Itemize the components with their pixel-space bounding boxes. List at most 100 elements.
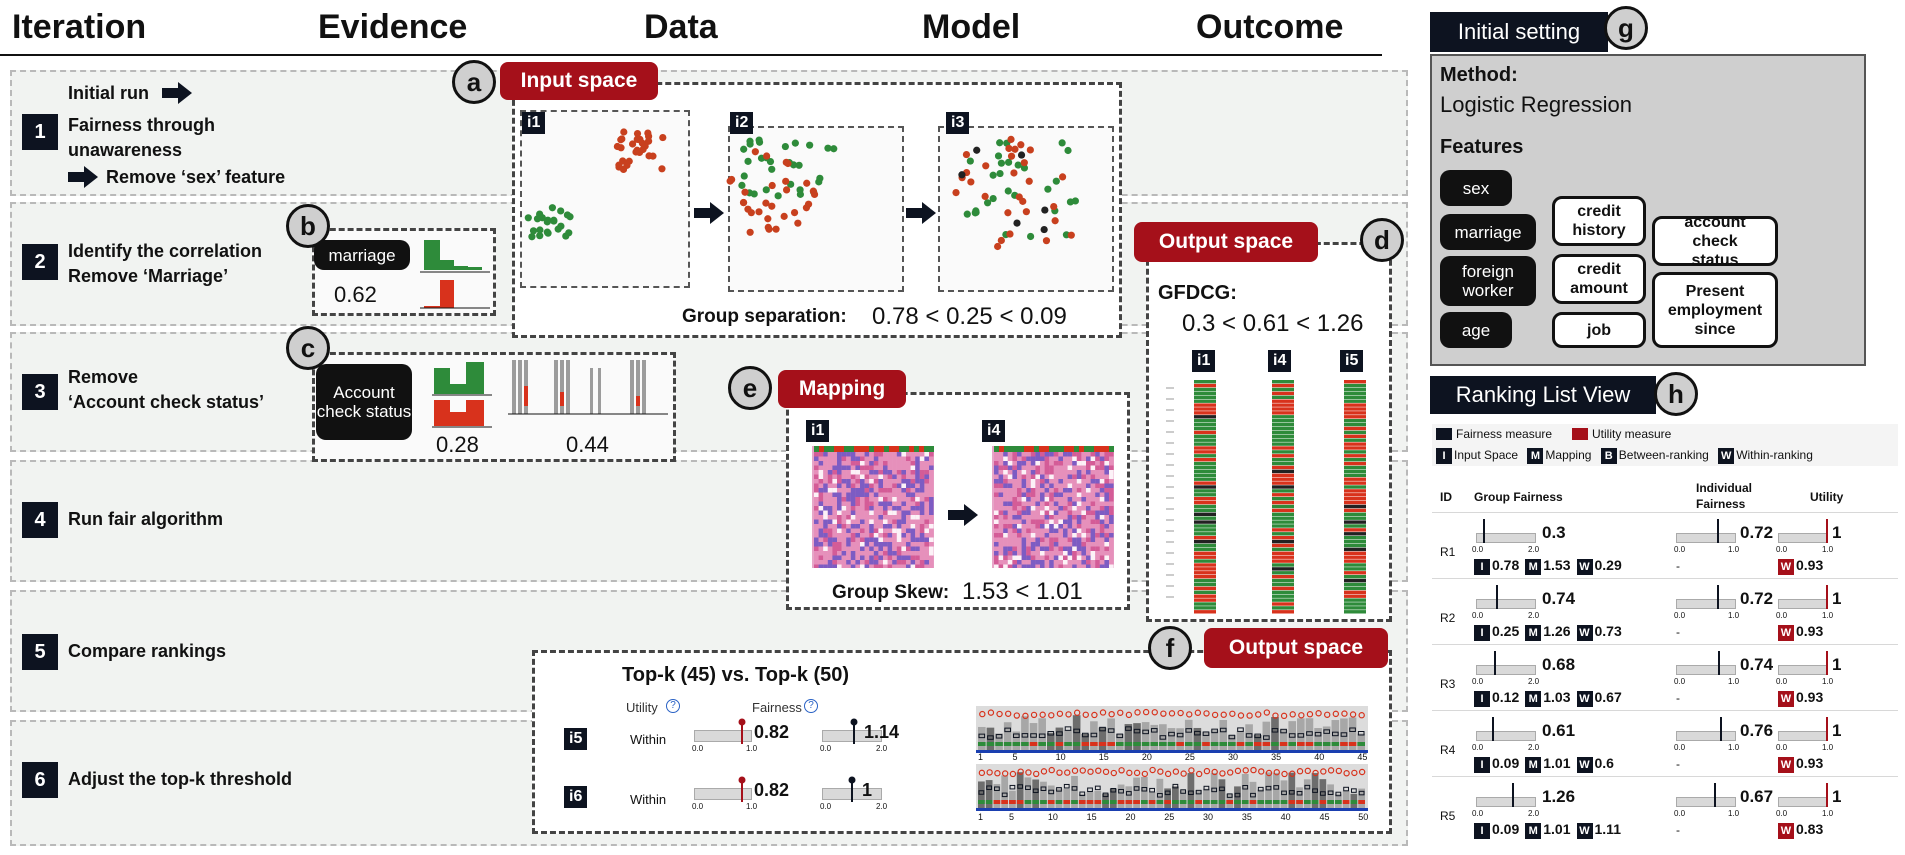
heatmap-cell — [1063, 479, 1068, 484]
heatmap-cell — [892, 474, 897, 479]
heatmap-cell — [869, 524, 874, 529]
ranking-row[interactable]: R2 0.74 0.0 2.0 I 0.25 M 1.26 W 0.73 0.72 0.0 1.0-1 0… — [1432, 578, 1898, 642]
heatmap-cell — [1104, 497, 1109, 502]
heatmap-cell — [1026, 506, 1031, 511]
scatter-point — [763, 152, 771, 160]
ranking-row[interactable]: R3 0.68 0.0 2.0 I 0.12 M 1.03 W 0.67 0.74 0.0 1.0-1 0… — [1432, 644, 1898, 708]
heatmap-cell — [1017, 519, 1022, 524]
heatmap-cell — [864, 483, 870, 488]
heatmap-cell — [1003, 551, 1008, 556]
heatmap-cell — [864, 479, 870, 484]
heatmap-cell — [1017, 510, 1022, 515]
legend-utility: Utility measure — [1592, 427, 1672, 441]
ranking-row[interactable]: R4 0.61 0.0 2.0 I 0.09 M 1.01 W 0.6 0.76 0.0 1.0-1 0.… — [1432, 710, 1898, 774]
heatmap-cell — [994, 524, 999, 529]
heatmap-cell — [1109, 564, 1114, 568]
help-icon[interactable]: ? — [666, 699, 680, 713]
heatmap-cell — [1044, 456, 1050, 461]
heatmap-cell — [1030, 452, 1036, 457]
heatmap-cell — [827, 501, 833, 506]
topk-group-cell — [1109, 800, 1117, 804]
heatmap-cell — [1086, 542, 1091, 547]
heatmap-cell — [1076, 483, 1082, 488]
heatmap-cell — [929, 519, 934, 524]
heatmap-cell — [1044, 555, 1050, 560]
topk-group-cell — [1226, 800, 1234, 804]
topk-fairness-point — [1188, 790, 1194, 796]
heatmap-cell — [827, 465, 833, 470]
heatmap-cell — [887, 452, 893, 457]
heatmap-cell — [1053, 483, 1059, 488]
scatter-point — [774, 192, 782, 200]
heatmap-cell — [1053, 560, 1059, 565]
heatmap-cell — [887, 465, 893, 470]
help-icon[interactable]: ? — [804, 699, 818, 713]
heatmap-cell — [1058, 488, 1063, 493]
heatmap-cell — [1090, 542, 1096, 547]
heatmap-cell — [1040, 564, 1045, 568]
utility-gauge — [1778, 731, 1828, 741]
heatmap-cell — [1053, 492, 1059, 497]
ranking-row[interactable]: R5 1.26 0.0 2.0 I 0.09 M 1.01 W 1.11 0.67 0.0 1.0-1 0… — [1432, 776, 1898, 840]
heatmap-cell — [837, 542, 842, 547]
heatmap-cell — [869, 461, 874, 466]
heatmap-cell — [827, 560, 833, 565]
scatter-point — [1013, 219, 1021, 227]
ranking-stripe — [1272, 598, 1294, 602]
heatmap-cell — [901, 537, 906, 542]
topk-bar — [1311, 773, 1319, 808]
heatmap-cell — [827, 524, 833, 529]
heatmap-cell — [823, 452, 828, 457]
heatmap-cell — [1095, 551, 1100, 556]
scatter-point — [1020, 164, 1029, 172]
topk-group-cell — [1265, 800, 1272, 804]
heatmap-cell — [887, 510, 893, 515]
heatmap-cell — [1095, 479, 1100, 484]
group-fairness-value: 0.68 — [1542, 655, 1576, 674]
heatmap-cell — [994, 519, 999, 524]
heatmap-cell — [1012, 488, 1017, 493]
heatmap-cell — [883, 497, 888, 502]
heatmap-cell — [998, 519, 1004, 524]
heatmap-cell — [919, 515, 925, 520]
topk-fairness-point — [1048, 789, 1055, 795]
heatmap-cell — [901, 501, 906, 506]
heatmap-cell — [901, 488, 906, 493]
heatmap-cell — [998, 506, 1004, 511]
topk-utility-point — [1168, 710, 1176, 717]
ranking-stripe — [1194, 547, 1216, 552]
heatmap-cell — [915, 515, 920, 520]
heatmap-cell — [1086, 465, 1091, 470]
heatmap-cell — [1044, 519, 1050, 524]
heatmap-cell — [846, 479, 851, 484]
heatmap-cell — [1090, 524, 1096, 529]
within-ranking-value: 0.6 — [1594, 755, 1614, 771]
heatmap-cell — [823, 501, 828, 506]
heatmap-cell — [869, 474, 874, 479]
heatmap-cell — [887, 564, 893, 568]
topk-group-cell — [1296, 800, 1303, 804]
heatmap-cell — [1017, 506, 1022, 511]
topk-utility-point — [1265, 769, 1273, 777]
ranking-stripe — [1272, 442, 1294, 446]
utility-breakdown: W 0.93 — [1778, 689, 1829, 707]
topk-bar — [1115, 733, 1124, 750]
topk-utility-point — [1017, 768, 1024, 775]
ranking-row[interactable]: R1 0.3 0.0 2.0 I 0.78 M 1.53 W 0.29 0.72 0.0 1.0-1 0.… — [1432, 512, 1898, 576]
heatmap-cell — [864, 461, 870, 466]
heatmap-cell — [994, 488, 999, 493]
heatmap-cell — [906, 497, 911, 502]
scatter-point — [536, 232, 544, 240]
heatmap-cell — [855, 483, 860, 488]
heatmap-cell — [910, 470, 916, 475]
heatmap-cell — [1095, 524, 1100, 529]
heatmap-cell — [915, 461, 920, 466]
heatmap-cell — [860, 555, 865, 560]
topk-bar — [1150, 724, 1159, 750]
heatmap-cell — [1067, 470, 1073, 475]
heatmap-cell — [832, 506, 837, 511]
heatmap-cell — [1017, 461, 1022, 466]
axis-tick-label: 40 — [1280, 812, 1291, 822]
heatmap-cell — [1012, 501, 1017, 506]
heatmap-cell — [906, 465, 911, 470]
